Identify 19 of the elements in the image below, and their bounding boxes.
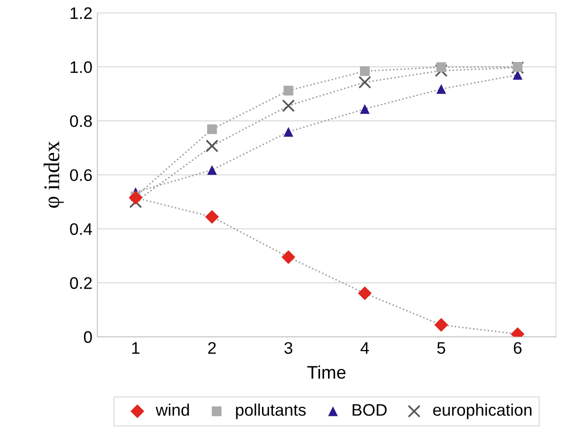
x-axis-title: Time [307,365,346,379]
y-tick-label: 0.4 [70,223,92,236]
y-tick-label: 0.6 [70,169,92,182]
legend-label: europhication [433,404,532,420]
y-tick-label: 0.8 [70,115,92,128]
y-tick-label: 1.2 [70,7,92,19]
legend-label: BOD [352,404,387,416]
x-tick-label: 2 [208,342,216,354]
y-tick-label: 1.0 [70,61,92,74]
y-axis-title: φ index [44,141,64,208]
legend-label: wind [156,404,189,416]
y-tick-label: 0.2 [70,277,92,289]
x-tick-label: 6 [514,342,522,354]
y-tick-label: 0 [84,331,92,343]
x-tick-label: 1 [132,342,140,354]
x-tick-label: 3 [284,342,292,354]
x-tick-label: 5 [437,342,446,354]
x-tick-label: 4 [360,342,369,354]
legend-label: pollutants [236,404,306,420]
